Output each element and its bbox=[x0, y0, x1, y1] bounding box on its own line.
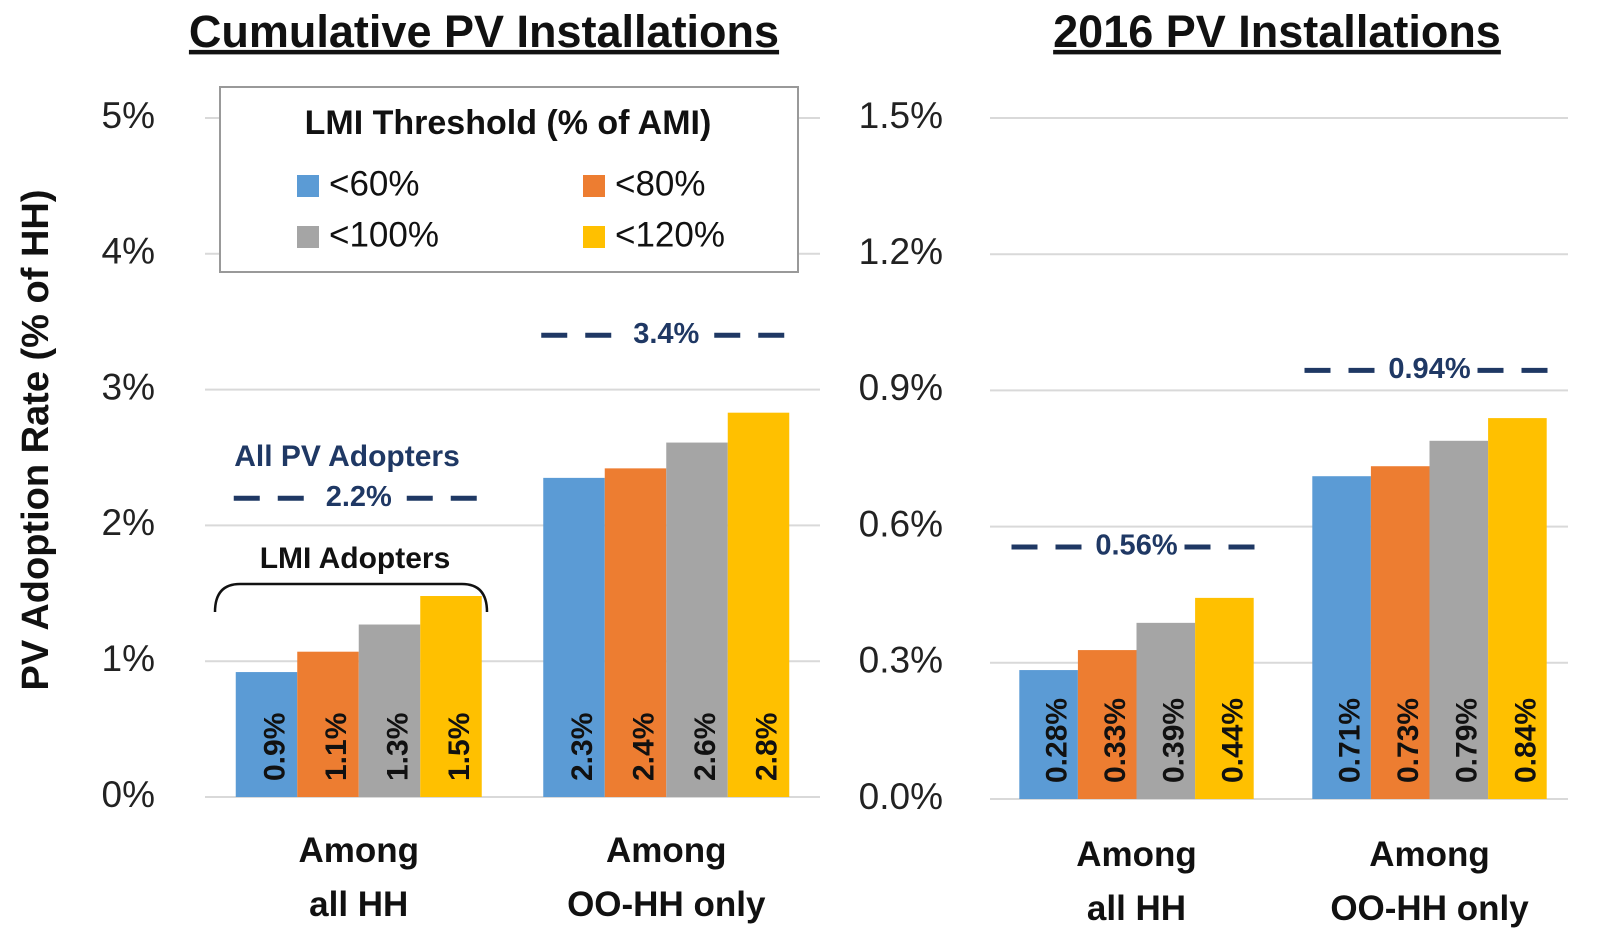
value-label: 2.6% bbox=[689, 713, 722, 781]
y-tick-label: 4% bbox=[102, 231, 155, 272]
bar bbox=[420, 596, 482, 797]
legend-label: <100% bbox=[329, 215, 439, 254]
y-tick-label: 0.6% bbox=[859, 503, 943, 544]
legend-swatch bbox=[583, 226, 605, 248]
value-label: 2.3% bbox=[566, 713, 599, 781]
chart-title: Cumulative PV Installations bbox=[189, 6, 779, 57]
bar bbox=[1195, 597, 1254, 799]
y-tick-label: 1.2% bbox=[859, 231, 943, 272]
bracket bbox=[213, 582, 489, 613]
legend-label: <60% bbox=[329, 164, 420, 203]
y-tick-label: 0.9% bbox=[859, 367, 943, 408]
bar bbox=[1429, 440, 1489, 799]
bar bbox=[1077, 650, 1137, 799]
bar bbox=[1136, 622, 1196, 799]
legend-label: <120% bbox=[615, 215, 725, 254]
legend-swatch bbox=[297, 175, 319, 197]
annotation: All PV Adopters bbox=[234, 440, 460, 473]
y-tick-label: 0.0% bbox=[859, 776, 943, 817]
value-label: 0.79% bbox=[1451, 698, 1484, 783]
annotation: LMI Adopters bbox=[260, 542, 451, 575]
value-label: 0.84% bbox=[1509, 698, 1542, 783]
bar bbox=[235, 672, 298, 797]
value-label: 1.1% bbox=[320, 713, 353, 781]
x-tick-label: Among all HH bbox=[1076, 835, 1197, 928]
value-label: 0.28% bbox=[1041, 698, 1074, 783]
value-label: 0.73% bbox=[1392, 698, 1425, 783]
bar bbox=[1019, 670, 1078, 799]
value-label: 1.3% bbox=[381, 713, 414, 781]
bar bbox=[727, 412, 790, 797]
y-tick-label: 5% bbox=[102, 95, 155, 136]
value-label: 2.4% bbox=[627, 713, 660, 781]
legend-title: LMI Threshold (% of AMI) bbox=[305, 104, 712, 142]
value-label: 1.5% bbox=[443, 713, 476, 781]
bar bbox=[543, 477, 605, 797]
reference-label: 3.4% bbox=[633, 318, 699, 350]
bar bbox=[604, 468, 667, 797]
y-tick-label: 1.5% bbox=[859, 95, 943, 136]
value-label: 2.8% bbox=[750, 713, 783, 781]
x-tick-label: Among OO-HH only bbox=[1330, 835, 1529, 928]
bar bbox=[666, 442, 728, 797]
y-tick-label: 0% bbox=[102, 774, 155, 815]
x-tick-label: Among all HH bbox=[298, 831, 420, 924]
bar bbox=[358, 624, 421, 797]
y-tick-label: 3% bbox=[102, 366, 155, 407]
value-label: 0.44% bbox=[1216, 698, 1249, 783]
y-tick-label: 2% bbox=[102, 502, 155, 543]
legend-label: <80% bbox=[615, 164, 706, 203]
bar bbox=[297, 651, 359, 797]
legend-swatch bbox=[297, 226, 319, 248]
bar bbox=[1370, 466, 1430, 799]
value-label: 0.33% bbox=[1099, 698, 1132, 783]
reference-label: 0.56% bbox=[1095, 530, 1177, 562]
value-label: 0.39% bbox=[1158, 698, 1191, 783]
bar bbox=[1312, 476, 1371, 799]
bar bbox=[1488, 418, 1547, 799]
reference-label: 0.94% bbox=[1388, 353, 1470, 385]
chart-title: 2016 PV Installations bbox=[1053, 6, 1501, 57]
value-label: 0.71% bbox=[1334, 698, 1367, 783]
x-tick-label: Among OO-HH only bbox=[567, 831, 766, 924]
y-tick-label: 1% bbox=[102, 638, 155, 679]
y-axis-title: PV Adoption Rate (% of HH) bbox=[15, 190, 57, 691]
y-tick-label: 0.3% bbox=[859, 640, 943, 681]
legend-swatch bbox=[583, 175, 605, 197]
reference-label: 2.2% bbox=[326, 481, 392, 513]
value-label: 0.9% bbox=[258, 713, 291, 781]
